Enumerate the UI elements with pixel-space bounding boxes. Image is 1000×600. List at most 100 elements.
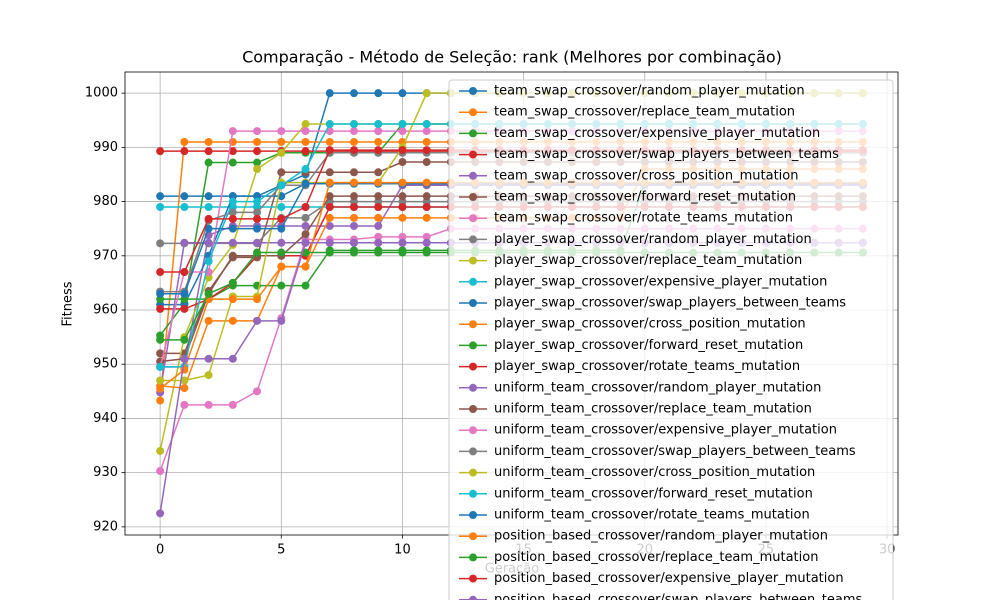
legend-marker — [469, 426, 477, 435]
data-point — [204, 224, 213, 233]
legend-label: position_based_crossover/replace_team_mu… — [494, 550, 818, 565]
data-point — [180, 304, 189, 313]
data-point — [253, 224, 262, 233]
data-point — [228, 158, 237, 167]
data-point — [228, 278, 237, 287]
data-point — [398, 157, 407, 166]
legend-marker — [469, 150, 477, 159]
data-point — [422, 213, 431, 222]
data-point — [398, 213, 407, 222]
data-point — [180, 400, 189, 409]
data-point — [398, 89, 407, 98]
legend-label: team_swap_crossover/rotate_teams_mutatio… — [494, 211, 793, 226]
data-point — [422, 157, 431, 166]
data-point — [301, 238, 310, 247]
data-point — [180, 335, 189, 344]
data-point — [156, 467, 165, 476]
data-point — [156, 446, 165, 455]
legend-label: uniform_team_crossover/swap_players_betw… — [494, 444, 856, 459]
y-tick-label: 920 — [93, 519, 118, 534]
data-point — [301, 202, 310, 211]
data-point — [374, 127, 383, 136]
data-point — [228, 400, 237, 409]
y-axis-label: Fitness — [61, 281, 76, 326]
data-point — [301, 165, 310, 174]
data-point — [325, 137, 334, 146]
data-point — [277, 137, 286, 146]
data-point — [301, 262, 310, 271]
legend-marker — [469, 87, 477, 95]
data-point — [204, 214, 213, 223]
data-point — [228, 147, 237, 156]
data-point — [301, 221, 310, 230]
data-point — [349, 120, 358, 129]
y-tick-label: 960 — [93, 303, 118, 318]
data-point — [253, 197, 262, 206]
data-point — [422, 238, 431, 247]
data-point — [325, 192, 334, 201]
data-point — [204, 354, 213, 363]
data-point — [277, 316, 286, 325]
data-point — [374, 146, 383, 155]
legend-marker — [469, 383, 477, 392]
legend-label: player_swap_crossover/expensive_player_m… — [494, 274, 827, 289]
legend-marker — [469, 320, 477, 329]
data-point — [253, 158, 262, 167]
data-point — [301, 127, 310, 136]
data-point — [228, 316, 237, 325]
data-point — [204, 316, 213, 325]
data-point — [204, 147, 213, 156]
data-point — [277, 224, 286, 233]
data-point — [301, 281, 310, 290]
data-point — [156, 335, 165, 344]
data-point — [398, 127, 407, 136]
data-point — [204, 137, 213, 146]
data-point — [277, 248, 286, 257]
data-point — [422, 178, 431, 187]
data-point — [398, 238, 407, 247]
data-point — [325, 120, 334, 129]
data-point — [156, 268, 165, 277]
data-point — [253, 238, 262, 247]
data-point — [156, 509, 165, 518]
data-point — [180, 238, 189, 247]
data-point — [228, 214, 237, 223]
data-point — [422, 120, 431, 129]
data-point — [253, 248, 262, 257]
legend-label: player_swap_crossover/cross_position_mut… — [494, 317, 806, 332]
data-point — [398, 202, 407, 211]
legend-label: uniform_team_crossover/rotate_teams_muta… — [494, 508, 810, 523]
legend-marker — [469, 235, 477, 244]
data-point — [180, 289, 189, 298]
legend-marker — [469, 214, 477, 223]
data-point — [228, 354, 237, 363]
data-point — [398, 120, 407, 129]
data-point — [374, 168, 383, 177]
data-point — [204, 192, 213, 201]
data-point — [349, 192, 358, 201]
legend-label: player_swap_crossover/random_player_muta… — [494, 232, 812, 247]
data-point — [374, 238, 383, 247]
data-point — [277, 281, 286, 290]
data-point — [301, 147, 310, 156]
data-point — [253, 316, 262, 325]
legend-label: team_swap_crossover/random_player_mutati… — [494, 84, 805, 99]
y-tick-label: 950 — [93, 357, 118, 372]
data-point — [277, 127, 286, 136]
legend-label: team_swap_crossover/replace_team_mutatio… — [494, 105, 795, 120]
data-point — [277, 202, 286, 211]
legend-label: player_swap_crossover/swap_players_betwe… — [494, 296, 846, 311]
legend-label: uniform_team_crossover/cross_position_mu… — [494, 465, 815, 480]
data-point — [156, 192, 165, 201]
data-point — [277, 238, 286, 247]
data-point — [180, 202, 189, 211]
data-point — [422, 202, 431, 211]
data-point — [156, 376, 165, 385]
data-point — [374, 120, 383, 129]
legend-marker — [469, 108, 477, 117]
data-point — [253, 208, 262, 217]
data-point — [374, 89, 383, 98]
data-point — [374, 178, 383, 187]
legend-marker — [469, 468, 477, 477]
